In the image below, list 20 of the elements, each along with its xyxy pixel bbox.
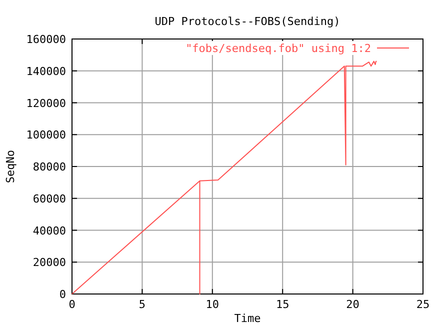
y-tick-label: 20000 bbox=[32, 256, 66, 270]
line-series bbox=[72, 60, 378, 294]
x-tick-label: 5 bbox=[138, 298, 146, 311]
chart-title: UDP Protocols--FOBS(Sending) bbox=[154, 15, 340, 28]
y-tick-label: 120000 bbox=[26, 96, 66, 110]
x-tick-label: 20 bbox=[346, 298, 360, 311]
y-tick-label: 0 bbox=[59, 288, 66, 301]
x-axis-title: Time bbox=[234, 312, 261, 325]
y-axis-title: SeqNo bbox=[4, 150, 17, 184]
x-tick-label: 15 bbox=[276, 298, 290, 311]
y-tick-label: 80000 bbox=[32, 160, 66, 174]
x-tick-label: 10 bbox=[206, 298, 220, 311]
y-tick-label: 60000 bbox=[32, 192, 66, 206]
y-tick-label: 100000 bbox=[26, 128, 66, 142]
y-tick-label: 140000 bbox=[26, 64, 66, 78]
legend-label: "fobs/sendseq.fob" using 1:2 bbox=[186, 42, 371, 55]
y-tick-label: 40000 bbox=[32, 224, 66, 238]
x-tick-label: 0 bbox=[68, 298, 76, 311]
y-tick-label: 160000 bbox=[26, 33, 66, 46]
x-tick-label: 25 bbox=[416, 298, 430, 311]
